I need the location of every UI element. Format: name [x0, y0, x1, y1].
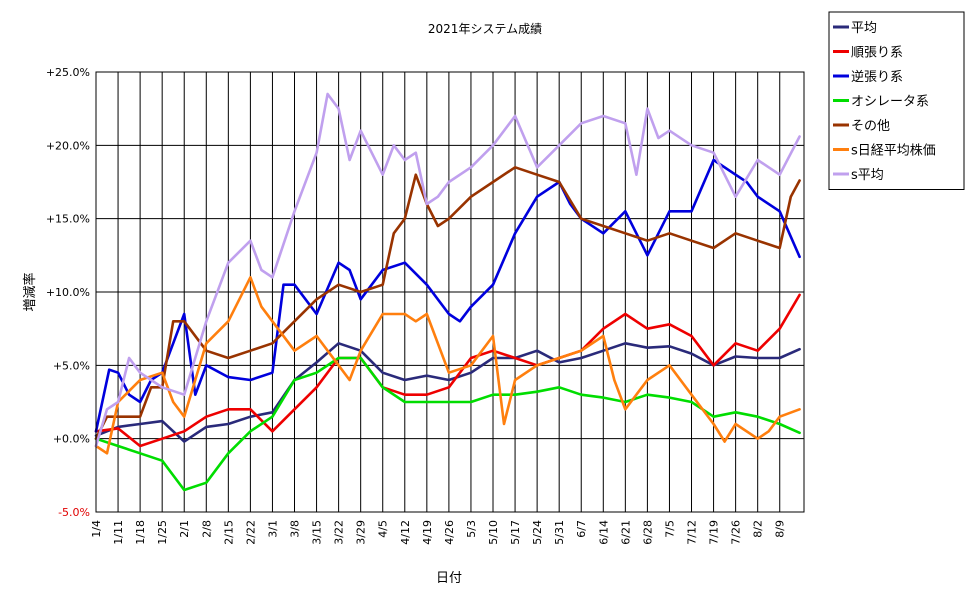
legend-label: 順張り系 — [851, 46, 903, 61]
x-tick-label: 5/17 — [509, 520, 522, 545]
x-tick-label: 1/18 — [134, 520, 147, 545]
gridlines — [95, 71, 804, 513]
x-tick-label: 2/15 — [222, 520, 235, 545]
legend-box — [828, 11, 965, 190]
x-tick-label: 6/14 — [597, 520, 610, 545]
x-tick-label: 3/22 — [333, 520, 346, 545]
x-tick-label: 7/12 — [686, 520, 699, 545]
series-line — [94, 356, 801, 492]
x-tick-label: 6/28 — [641, 520, 654, 545]
x-tick-label: 7/5 — [663, 520, 676, 538]
y-tick-labels: +25.0% +20.0% +15.0% +10.0% +5.0% +0.0% -5.0% — [46, 66, 90, 519]
y-tick-label: +20.0% — [46, 139, 90, 152]
x-tick-label: 5/31 — [553, 520, 566, 545]
y-tick-label: -5.0% — [58, 506, 90, 519]
x-tick-label: 1/11 — [112, 520, 125, 545]
x-tick-label: 2/8 — [200, 520, 213, 538]
x-tick-label: 6/21 — [619, 520, 632, 545]
y-tick-label: +5.0% — [53, 359, 90, 372]
x-tick-label: 3/15 — [311, 520, 324, 545]
x-tick-label: 7/26 — [730, 520, 743, 545]
x-tick-label: 5/24 — [531, 520, 544, 545]
x-tick-label: 7/19 — [708, 520, 721, 545]
x-tick-label: 3/8 — [289, 520, 302, 538]
x-tick-label: 8/9 — [774, 520, 787, 538]
legend-label: s日経平均株価 — [851, 144, 936, 159]
x-tick-label: 1/25 — [156, 520, 169, 545]
x-tick-label: 4/5 — [377, 520, 390, 538]
legend-label: その他 — [851, 119, 890, 134]
x-tick-label: 6/7 — [575, 520, 588, 538]
x-tick-label: 5/3 — [465, 520, 478, 538]
x-tick-label: 3/29 — [355, 520, 368, 545]
plot-frame — [95, 71, 805, 513]
y-axis-label: 増減率 — [22, 272, 38, 311]
x-tick-label: 1/4 — [90, 520, 103, 538]
legend-label: s平均 — [851, 168, 884, 183]
series-line — [94, 275, 801, 455]
chart-title: 2021年システム成績 — [428, 22, 542, 36]
x-tick-label: 5/10 — [487, 520, 500, 545]
x-tick-labels: 1/4 1/11 1/18 1/25 2/1 2/8 2/15 2/22 3/1 3/8 3/15 3… — [90, 520, 787, 545]
series-line — [94, 158, 801, 433]
series-line — [94, 341, 801, 443]
series-line — [94, 92, 801, 448]
series-line — [94, 166, 801, 441]
x-tick-label: 4/26 — [443, 520, 456, 545]
legend-label: 逆張り系 — [851, 69, 903, 85]
x-axis-label: 日付 — [436, 571, 462, 586]
x-tick-label: 2/1 — [178, 520, 191, 538]
x-tick-label: 3/1 — [266, 520, 279, 538]
y-tick-label: +25.0% — [46, 66, 90, 79]
legend-label: オシレータ系 — [851, 95, 929, 110]
y-tick-label: +10.0% — [46, 286, 90, 299]
x-tick-label: 4/19 — [421, 520, 434, 545]
plot-series — [94, 92, 801, 492]
x-tick-label: 4/12 — [399, 520, 412, 545]
legend-label: 平均 — [851, 21, 877, 36]
x-tick-label: 8/2 — [752, 520, 765, 538]
x-tick-label: 2/22 — [244, 520, 257, 545]
y-tick-label: +0.0% — [53, 433, 90, 446]
series-line — [94, 293, 801, 448]
y-tick-label: +15.0% — [46, 213, 90, 226]
